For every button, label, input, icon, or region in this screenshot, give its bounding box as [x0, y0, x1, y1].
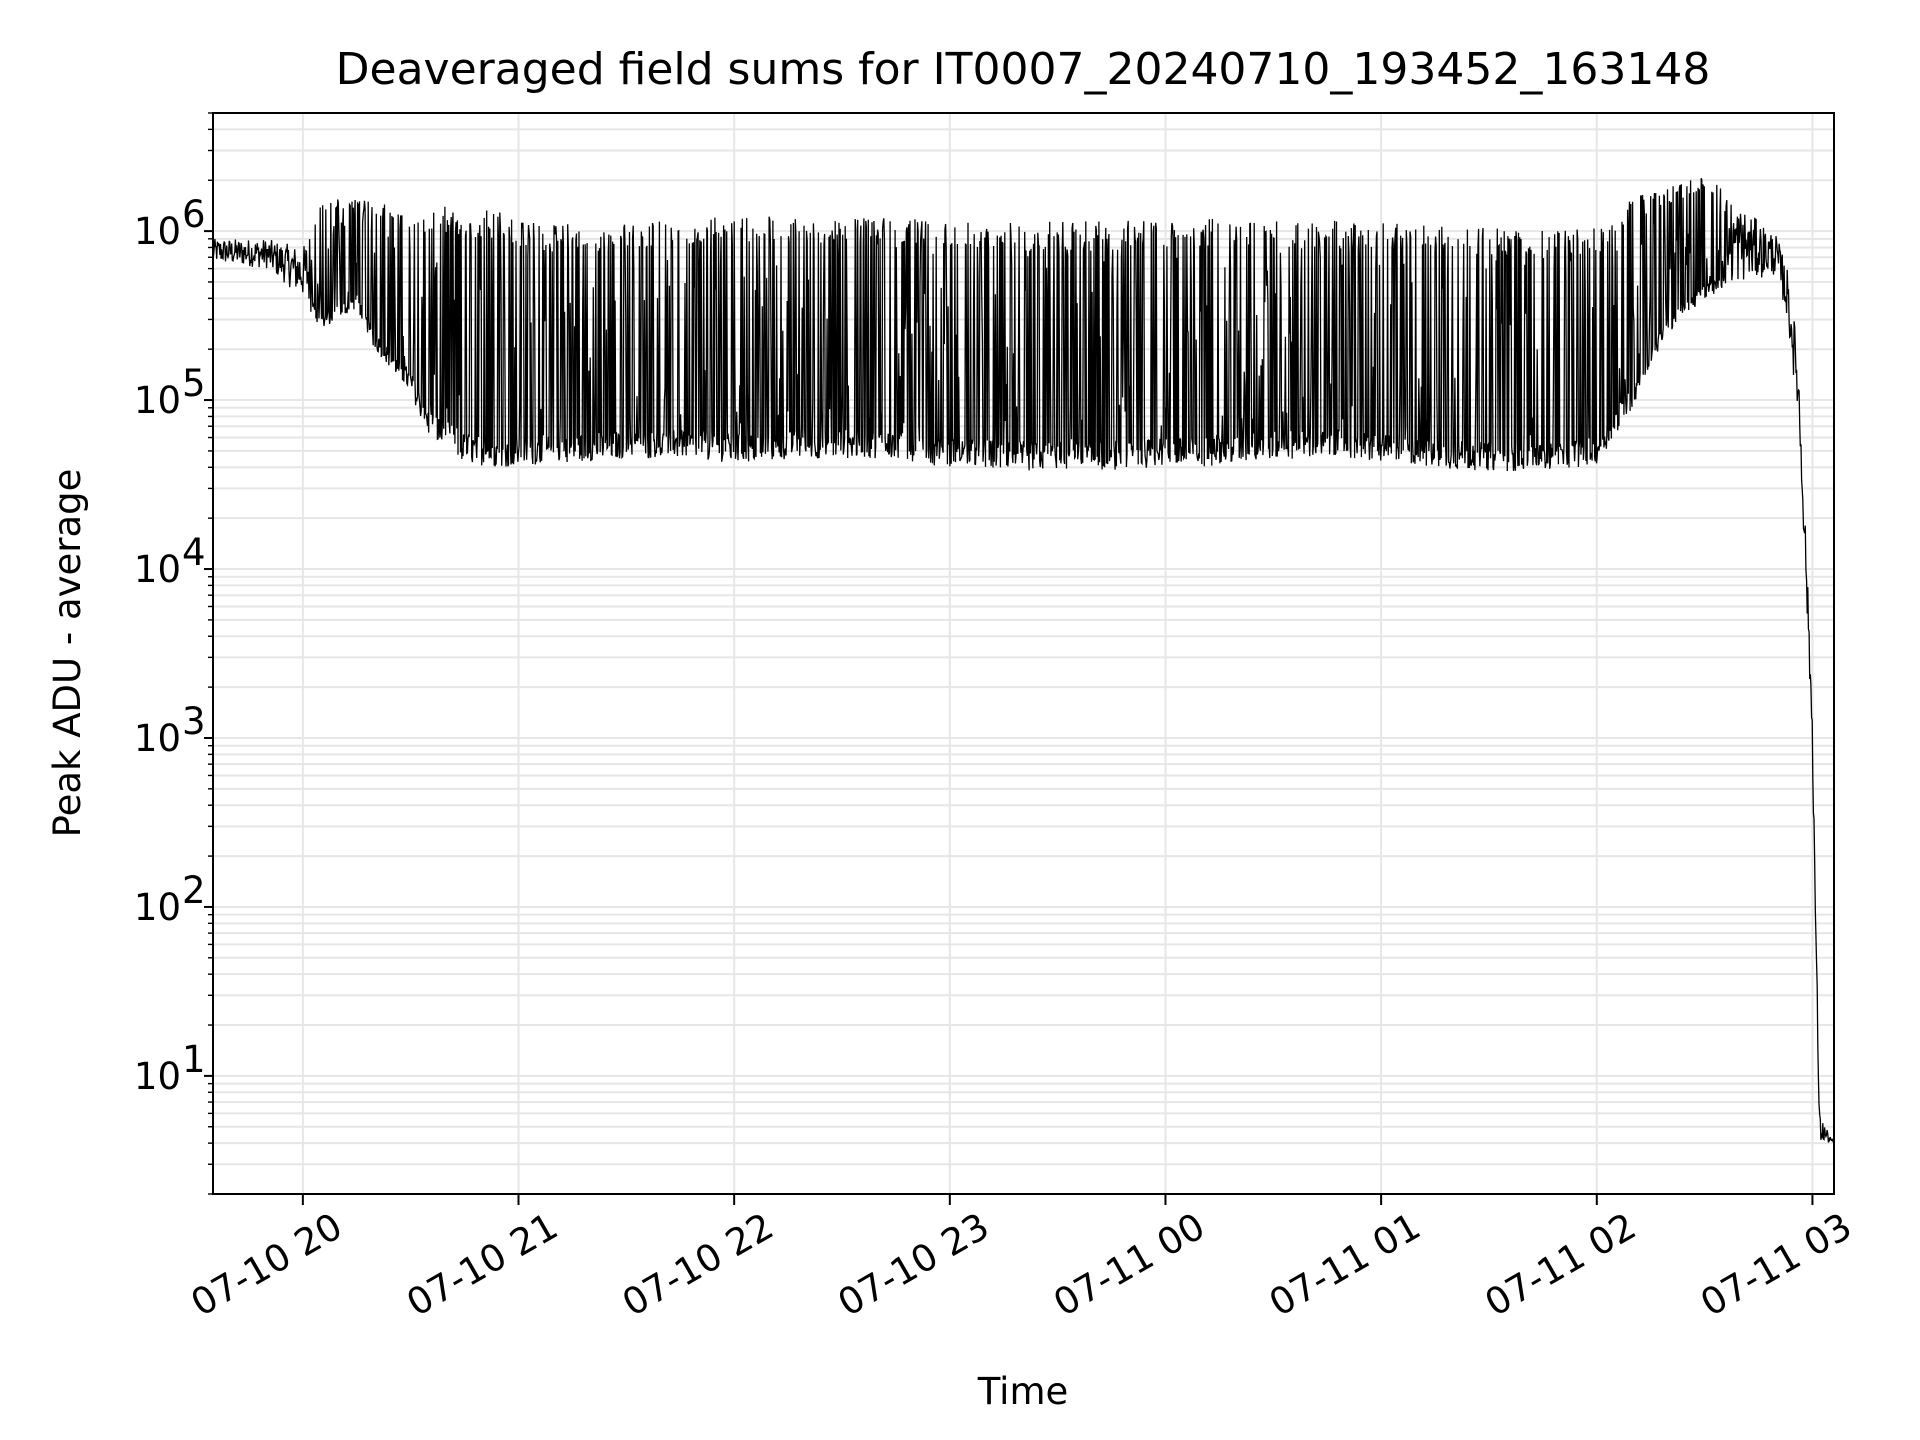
y-tick-exponent: 6: [182, 193, 206, 236]
y-axis-label: Peak ADU - average: [46, 469, 89, 838]
y-tick-exponent: 2: [182, 869, 206, 912]
chart-title: Deaveraged field sums for IT0007_2024071…: [336, 44, 1711, 95]
y-tick-label: 10: [134, 1055, 181, 1098]
y-tick-exponent: 1: [182, 1038, 206, 1081]
x-axis-label: Time: [977, 1370, 1069, 1413]
y-tick-label: 10: [134, 717, 181, 760]
y-tick-label: 10: [134, 379, 181, 422]
y-tick-exponent: 4: [182, 531, 206, 574]
series-layer: [212, 177, 1835, 1144]
y-tick-label: 10: [134, 886, 181, 929]
series-line: [212, 177, 1835, 1144]
y-tick-label: 10: [134, 548, 181, 591]
y-tick-exponent: 3: [182, 700, 206, 743]
y-tick-label: 10: [134, 210, 181, 253]
plot-area-frame: [212, 112, 1835, 1195]
y-tick-exponent: 5: [182, 362, 206, 405]
